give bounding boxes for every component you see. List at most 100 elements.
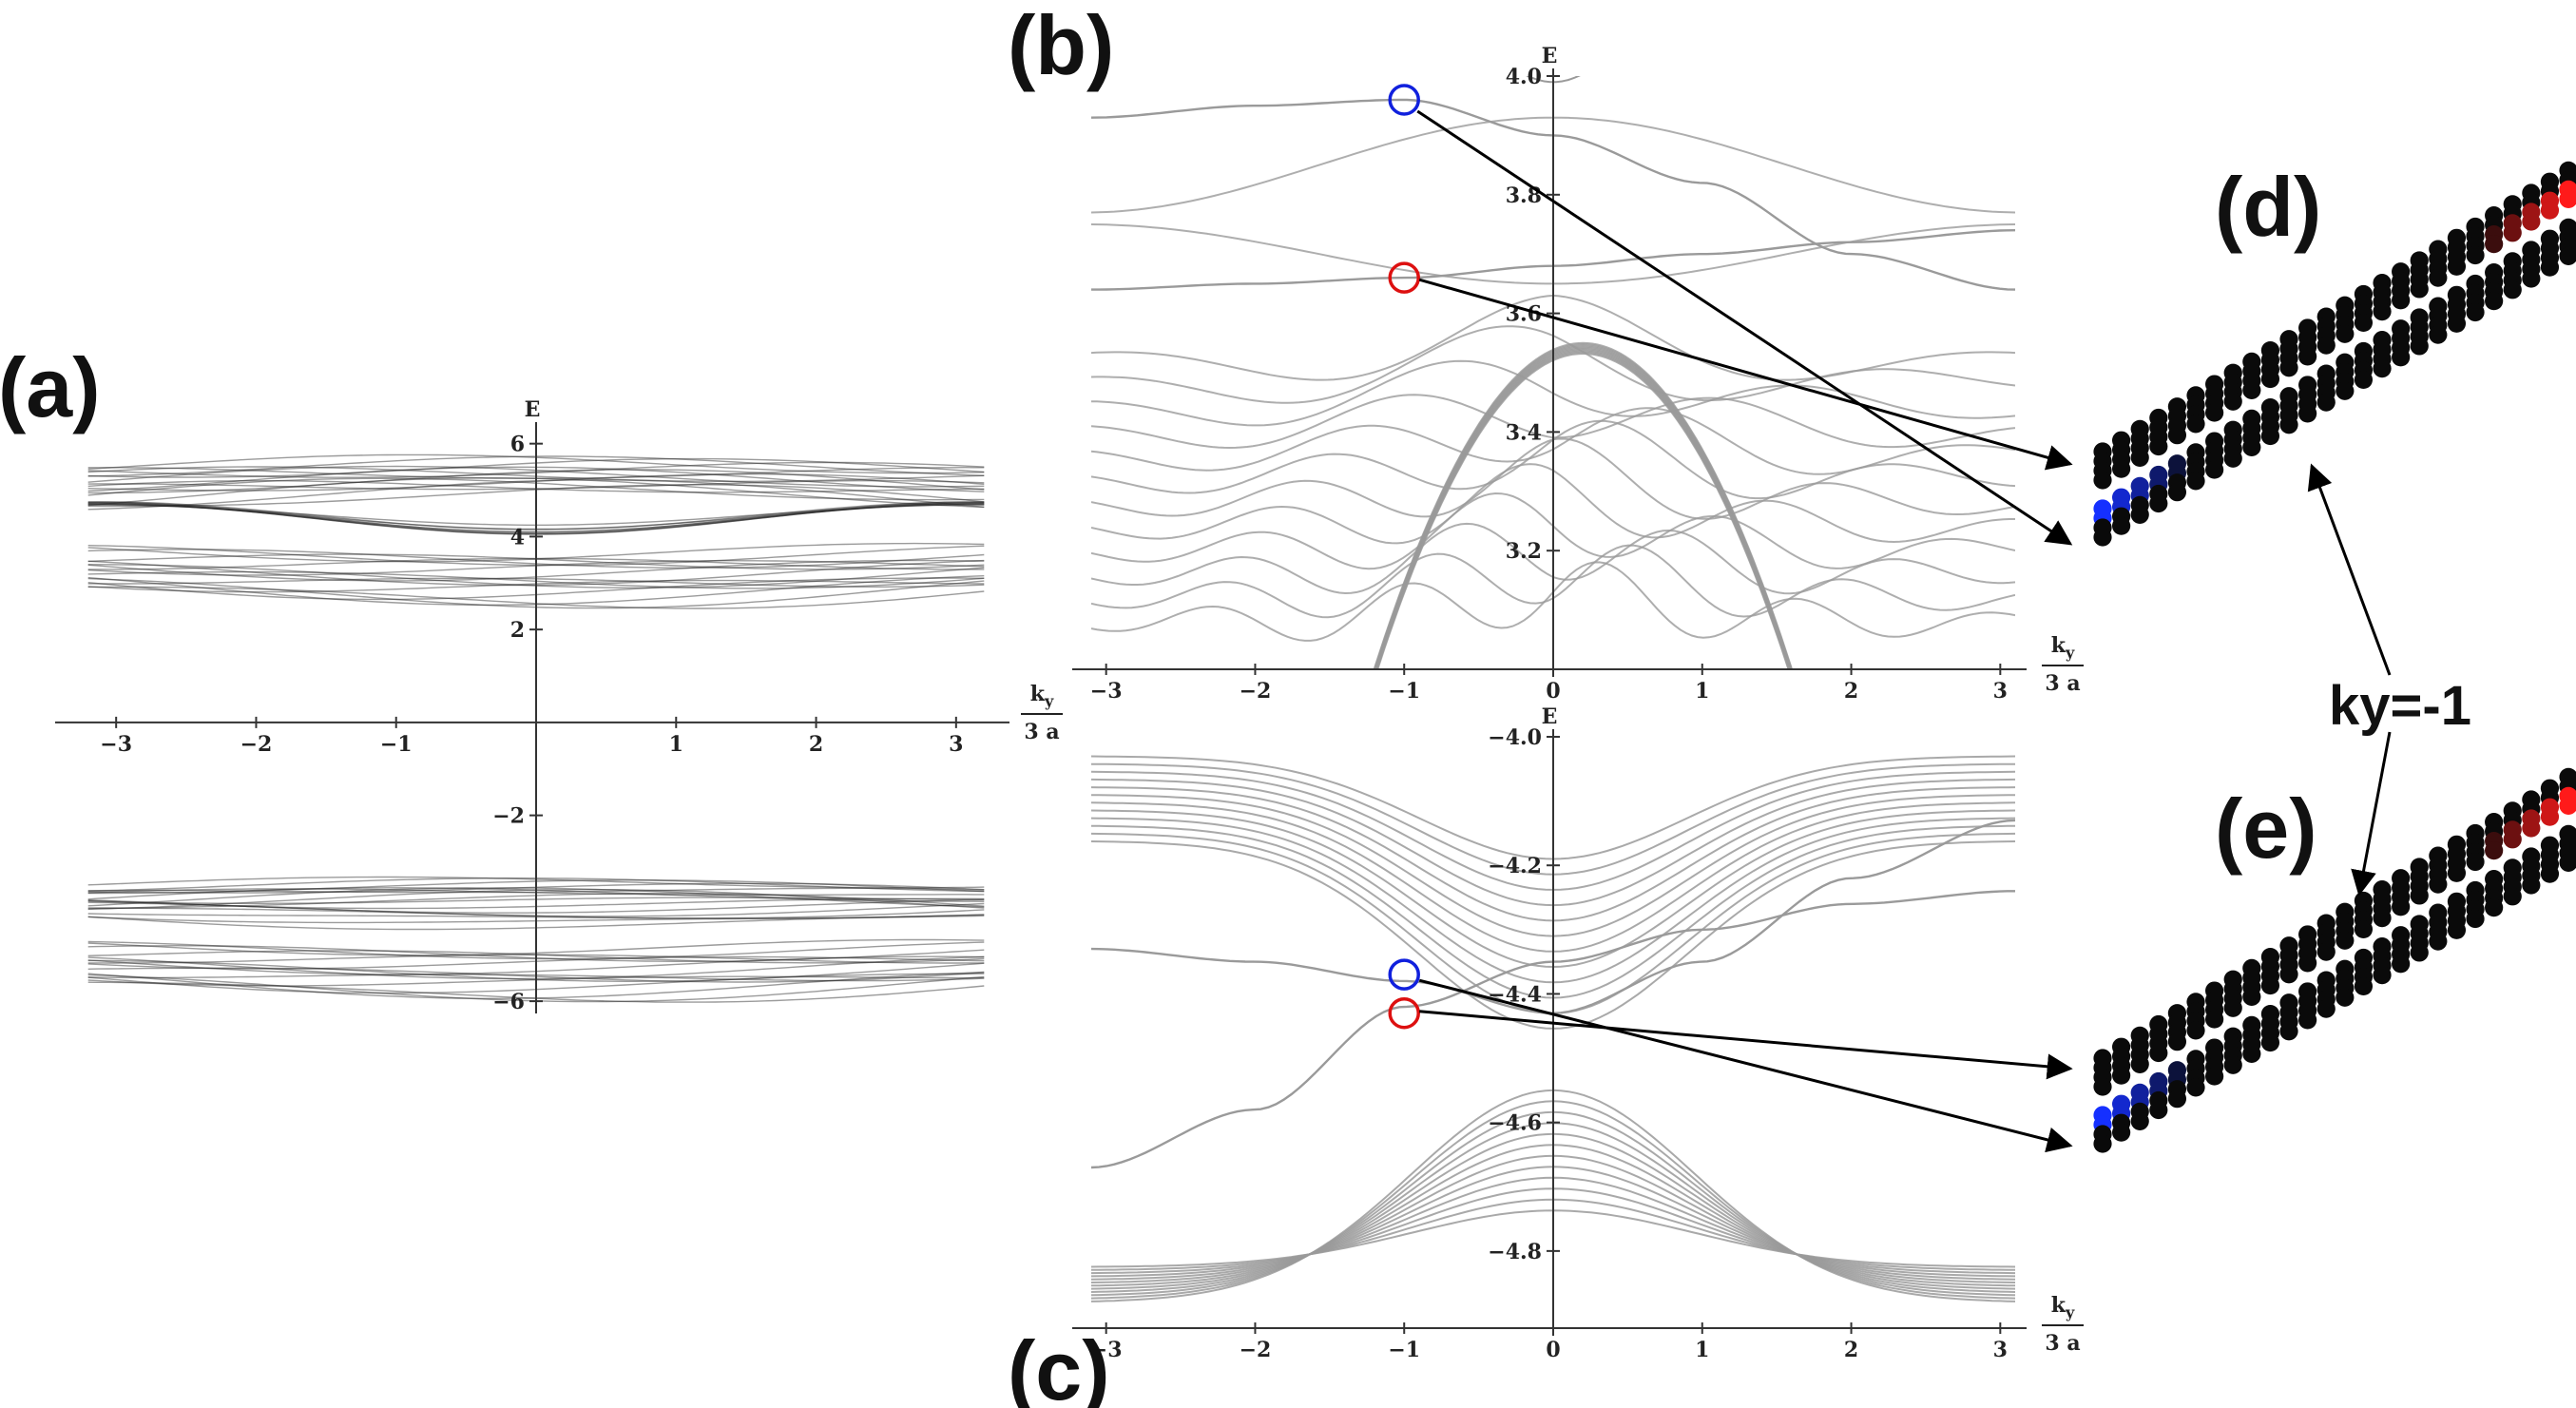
y-tick-label: −2 xyxy=(492,804,525,829)
lattice-site xyxy=(2429,932,2448,951)
lattice-site xyxy=(2316,942,2336,961)
lattice-site xyxy=(2392,348,2411,367)
x-tick-label: −3 xyxy=(100,732,132,757)
x-tick-label: 1 xyxy=(669,732,683,757)
lattice-site xyxy=(2223,392,2242,411)
panel-c-markers xyxy=(1388,958,1420,1030)
lattice-site xyxy=(2112,516,2131,535)
lattice-site xyxy=(2316,999,2336,1018)
x-tick-label: 1 xyxy=(1695,679,1709,704)
lattice-site xyxy=(2205,460,2224,479)
x-tick-label: −1 xyxy=(380,732,413,757)
x-axis-label-denominator: 3 a xyxy=(2045,1331,2080,1356)
lattice-site xyxy=(2242,987,2261,1006)
lattice-site xyxy=(2260,975,2280,995)
y-tick-label: −4.2 xyxy=(1488,854,1542,878)
lattice-site xyxy=(2559,189,2576,208)
x-tick-label: 2 xyxy=(1844,1338,1858,1362)
lattice-site xyxy=(2447,863,2467,882)
lattice-site xyxy=(2336,988,2355,1007)
lattice-site xyxy=(2149,436,2168,456)
lattice-site xyxy=(2373,966,2392,985)
panel-label-b: (b) xyxy=(1008,0,1114,92)
lattice-site xyxy=(2485,292,2504,311)
lattice-site xyxy=(2130,505,2149,524)
lattice-site xyxy=(2466,852,2485,872)
lattice-site xyxy=(2354,976,2374,996)
lattice-site xyxy=(2559,853,2576,872)
x-tick-label: −2 xyxy=(1240,1338,1272,1362)
lattice-site xyxy=(2336,931,2355,950)
y-tick-label: −4.6 xyxy=(1488,1111,1542,1136)
y-axis-label: E xyxy=(1542,704,1558,729)
lattice-site xyxy=(2354,919,2374,939)
arrow-ky-to-e xyxy=(2351,731,2392,897)
x-tick-label: 2 xyxy=(1844,679,1858,704)
lattice-site xyxy=(2242,380,2261,399)
lattice-site xyxy=(2112,1066,2131,1085)
lattice-site xyxy=(2485,898,2504,917)
red-state-marker xyxy=(1388,261,1420,294)
lattice-site xyxy=(2540,201,2560,220)
x-tick-label: −1 xyxy=(1388,1338,1420,1362)
lattice-site xyxy=(2354,313,2374,333)
lattice-site xyxy=(2373,359,2392,378)
arrow-blue-c-to-e xyxy=(1418,978,2073,1153)
panel-label-e: (e) xyxy=(2215,781,2317,876)
lattice-site xyxy=(2336,324,2355,343)
x-axis-label-subscript: y xyxy=(2065,644,2075,662)
lattice-site xyxy=(2149,493,2168,513)
x-tick-label: 1 xyxy=(1695,1338,1709,1362)
lattice-site xyxy=(2186,415,2205,434)
y-tick-label: 4.0 xyxy=(1506,65,1542,89)
lattice-site xyxy=(2429,325,2448,344)
lattice-site xyxy=(2149,1043,2168,1063)
lattice-site xyxy=(2485,235,2504,254)
lattice-site xyxy=(2447,314,2467,333)
lattice-site xyxy=(2186,1078,2205,1097)
y-tick-label: 3.4 xyxy=(1506,420,1542,445)
lattice-site xyxy=(2559,246,2576,265)
x-axis-label-denominator: 3 a xyxy=(1024,720,1059,744)
lattice-site xyxy=(2260,369,2280,389)
lattice-site xyxy=(2130,448,2149,467)
x-axis-label-numerator: ky xyxy=(1030,682,1054,710)
lattice-site xyxy=(2392,291,2411,310)
lattice-site xyxy=(2130,1111,2149,1130)
lattice-site xyxy=(2392,955,2411,974)
lattice-site xyxy=(2466,909,2485,929)
lattice-site xyxy=(2559,796,2576,815)
lattice-site xyxy=(2186,472,2205,491)
x-tick-label: 0 xyxy=(1546,1338,1560,1362)
y-tick-label: 4 xyxy=(510,525,525,550)
lattice-site xyxy=(2522,212,2541,231)
lattice-site xyxy=(2093,528,2112,547)
bulk-dome-line xyxy=(1376,352,1790,669)
lattice-site xyxy=(2223,449,2242,468)
lattice-site xyxy=(2093,471,2112,490)
lattice-site xyxy=(2186,1021,2205,1040)
y-tick-label: 3.8 xyxy=(1506,183,1542,208)
lattice-site xyxy=(2466,302,2485,322)
blue-state-marker xyxy=(1388,958,1420,991)
lattice-site xyxy=(2485,841,2504,860)
lattice-site xyxy=(2260,426,2280,446)
lattice-site xyxy=(2410,943,2429,962)
lattice-site xyxy=(2316,393,2336,412)
x-tick-label: −3 xyxy=(1090,1338,1123,1362)
red-state-marker xyxy=(1388,996,1420,1030)
lattice-site xyxy=(2410,280,2429,299)
lattice-site xyxy=(2279,358,2298,377)
lattice-site xyxy=(2167,426,2187,445)
y-tick-label: −6 xyxy=(492,990,525,1014)
bulk-dome-line xyxy=(1375,351,1790,669)
x-axis-label-denominator: 3 a xyxy=(2045,671,2080,696)
lattice-site xyxy=(2205,403,2224,422)
lattice-site xyxy=(2130,1054,2149,1073)
x-axis-label-subscript: y xyxy=(2065,1303,2075,1321)
lattice-site xyxy=(2149,1100,2168,1120)
